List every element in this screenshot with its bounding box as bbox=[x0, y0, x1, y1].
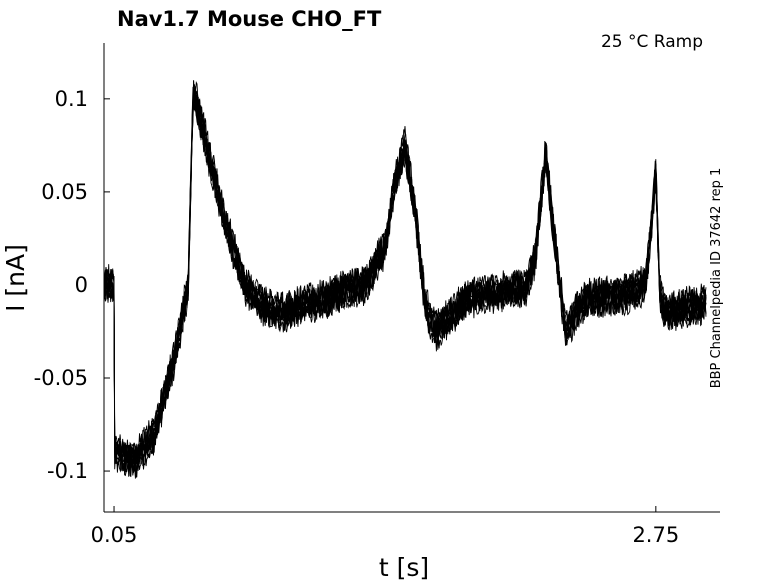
y-ticks: 0.1 0.05 0 -0.05 -0.1 bbox=[34, 87, 110, 483]
y-axis-label: I [nA] bbox=[1, 244, 30, 312]
condition-label: 25 °C Ramp bbox=[601, 32, 703, 52]
y-tick-label: -0.05 bbox=[34, 366, 88, 390]
x-axis-label: t [s] bbox=[379, 553, 429, 582]
series-line bbox=[103, 80, 707, 466]
y-tick-label: 0.1 bbox=[55, 87, 88, 111]
chart-title: Nav1.7 Mouse CHO_FT bbox=[117, 7, 382, 31]
y-tick-label: -0.1 bbox=[47, 459, 88, 483]
x-tick-label: 2.75 bbox=[632, 523, 679, 547]
x-ticks: 0.05 2.75 bbox=[91, 506, 679, 547]
y-tick-label: 0 bbox=[75, 273, 88, 297]
series-line bbox=[103, 80, 707, 472]
y-tick-label: 0.05 bbox=[41, 180, 88, 204]
trace-group bbox=[103, 80, 707, 479]
series-line bbox=[103, 81, 707, 462]
x-tick-label: 0.05 bbox=[91, 523, 138, 547]
side-id-label: BBP Channelpedia ID 37642 rep 1 bbox=[709, 168, 724, 389]
